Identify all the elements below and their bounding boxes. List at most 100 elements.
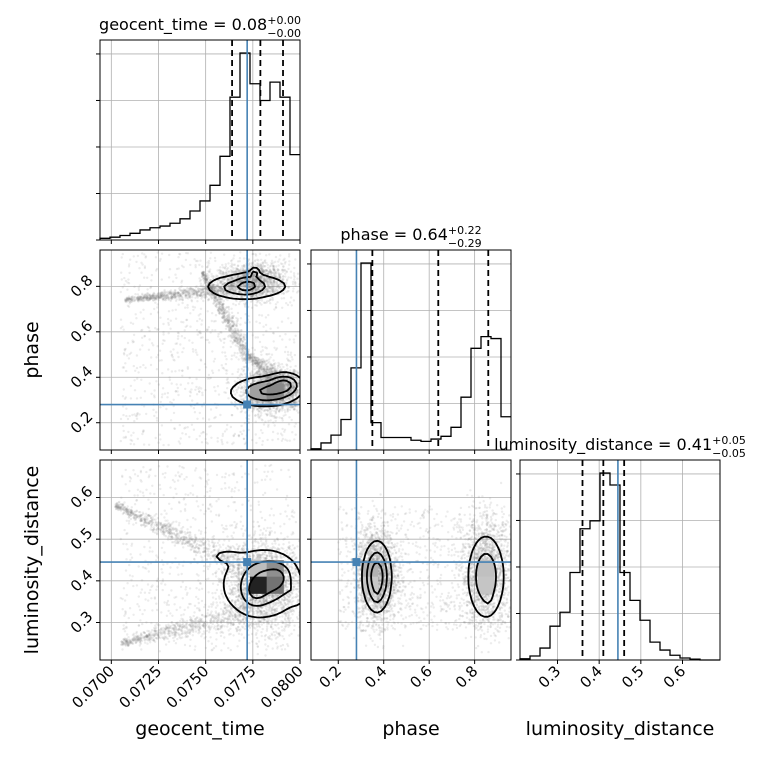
sample-point: [247, 391, 250, 394]
sample-point: [287, 405, 290, 409]
sample-point: [289, 296, 293, 299]
sample-point: [275, 406, 279, 409]
sample-point: [306, 393, 308, 395]
sample-point: [290, 396, 293, 399]
sample-point: [238, 290, 241, 294]
sample-point: [205, 282, 208, 285]
sample-point: [226, 380, 230, 384]
sample-point: [266, 381, 269, 384]
sample-point: [285, 398, 288, 401]
sample-point: [282, 265, 285, 268]
sample-point: [286, 383, 289, 386]
sample-point: [257, 379, 261, 382]
sample-point: [283, 386, 287, 389]
sample-point: [268, 380, 272, 384]
sample-point: [240, 385, 243, 388]
sample-point: [226, 315, 229, 318]
sample-point: [270, 375, 273, 379]
sample-point: [292, 368, 295, 372]
sample-point: [294, 393, 298, 397]
sample-point: [133, 295, 136, 299]
sample-point: [289, 390, 293, 393]
sample-point: [303, 386, 305, 388]
sample-point: [177, 291, 180, 294]
sample-point: [259, 378, 263, 381]
sample-point: [295, 390, 299, 394]
title-main: phase = 0.64: [340, 225, 447, 244]
sample-point: [235, 341, 239, 344]
sample-point: [258, 406, 261, 409]
title-sub: −0.29: [448, 237, 482, 250]
sample-point: [256, 400, 259, 403]
sample-point: [239, 398, 243, 401]
sample-point: [247, 380, 250, 383]
sample-point: [303, 393, 305, 395]
x-tick-label: 0.4: [576, 662, 606, 692]
sample-point: [294, 284, 297, 287]
sample-point: [287, 391, 291, 394]
sample-point: [288, 397, 291, 400]
sample-point: [267, 371, 270, 374]
sample-point: [146, 295, 149, 299]
sample-point: [296, 391, 299, 395]
sample-point: [219, 307, 222, 311]
sample-point: [239, 372, 243, 376]
sample-point: [306, 388, 308, 390]
sample-point: [275, 416, 278, 419]
sample-point: [260, 365, 264, 368]
sample-point: [296, 272, 300, 275]
sample-point: [303, 406, 305, 408]
sample-point: [227, 285, 230, 289]
sample-point: [213, 300, 216, 303]
sample-point: [265, 376, 268, 380]
sample-point: [202, 299, 205, 303]
sample-point: [159, 293, 162, 296]
sample-point: [301, 405, 303, 407]
sample-point: [276, 378, 280, 381]
sample-point: [278, 377, 282, 381]
x-tick-label: 0.3: [535, 662, 565, 692]
sample-point: [238, 374, 241, 377]
sample-point: [196, 289, 200, 292]
sample-point: [233, 294, 236, 298]
sample-point: [284, 382, 288, 385]
sample-point: [252, 401, 256, 404]
sample-point: [263, 261, 267, 264]
sample-point: [282, 297, 286, 300]
sample-point: [221, 270, 225, 274]
sample-point: [199, 284, 202, 288]
sample-point: [269, 368, 272, 371]
sample-point: [266, 377, 269, 380]
sample-point: [266, 282, 269, 286]
sample-point: [257, 410, 261, 413]
sample-point: [267, 400, 271, 404]
sample-point: [289, 379, 292, 382]
sample-point: [302, 388, 304, 390]
sample-point: [283, 399, 286, 403]
sample-point: [294, 376, 297, 380]
sample-point: [259, 293, 262, 297]
sample-point: [229, 269, 232, 272]
sample-point: [274, 378, 277, 382]
sample-point: [268, 268, 272, 272]
sample-point: [292, 401, 296, 405]
sample-point: [293, 393, 296, 396]
sample-point: [274, 368, 277, 371]
sample-point: [254, 401, 257, 404]
sample-point: [269, 407, 272, 411]
sample-point: [266, 377, 270, 380]
sample-point: [266, 359, 269, 362]
sample-point: [274, 303, 278, 306]
sample-point: [297, 400, 300, 403]
sample-point: [290, 395, 294, 398]
title-sup: +0.22: [448, 224, 482, 237]
hist-step-phase: [310, 262, 511, 450]
sample-point: [277, 364, 280, 367]
sample-point: [279, 401, 282, 405]
sample-point: [268, 406, 271, 410]
sample-point: [281, 401, 284, 404]
sample-point: [267, 369, 271, 372]
sample-point: [274, 289, 277, 292]
sample-point: [305, 396, 307, 398]
